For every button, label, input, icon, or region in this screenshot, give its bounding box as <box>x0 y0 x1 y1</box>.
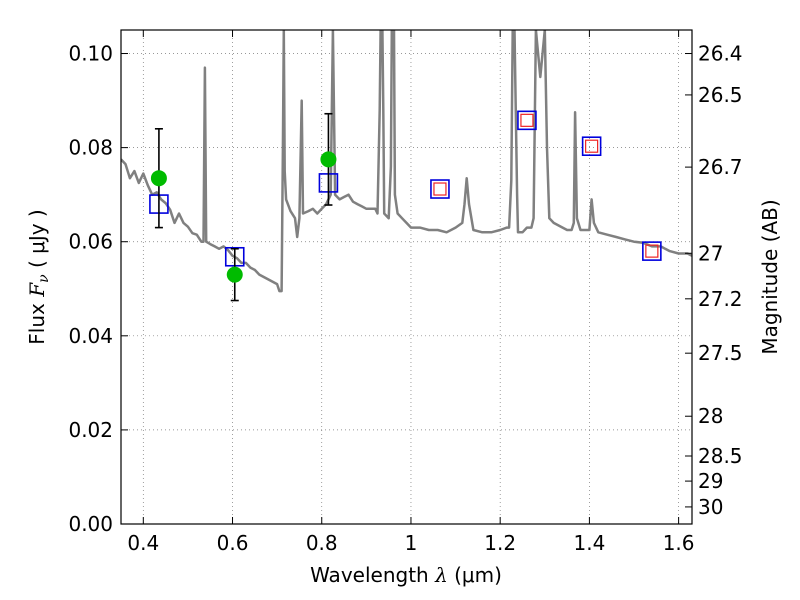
y2-axis-title: Magnitude (AB) <box>758 199 782 354</box>
model-photometry-nir-square <box>585 139 599 153</box>
observed-point <box>226 266 243 283</box>
model-photometry-square <box>430 179 450 199</box>
x-axis-title: Wavelength λ (μm) <box>310 563 502 587</box>
y-tick-label: 0.06 <box>68 230 113 254</box>
model-photometry-nir-square <box>433 182 447 196</box>
x-tick-label: 1.2 <box>484 531 516 555</box>
model-photometry-square <box>581 136 602 157</box>
y2-tick-label: 30 <box>698 495 723 519</box>
y2-tick-label: 27.2 <box>698 287 743 311</box>
markers <box>149 110 662 302</box>
model-photometry-nir-square <box>645 244 659 258</box>
plot-frame <box>120 29 693 525</box>
y-axis-title: Flux Fν ( μJy ) <box>25 209 52 344</box>
x-tick-label: 1 <box>405 531 418 555</box>
spectrum-line <box>121 30 692 293</box>
y2-tick-label: 26.5 <box>698 83 743 107</box>
y2-tick-label: 29 <box>698 469 723 493</box>
x-tick-label: 0.4 <box>127 531 159 555</box>
x-tick-label: 1.6 <box>663 531 695 555</box>
plot-area <box>121 30 692 293</box>
y2-tick-label: 28.5 <box>698 444 743 468</box>
model-photometry-square <box>642 241 662 261</box>
y-tick-label: 0.00 <box>68 512 113 536</box>
observed-point <box>320 151 337 168</box>
model-photometry-nir-square <box>520 113 534 127</box>
x-tick-label: 1.4 <box>573 531 605 555</box>
y-tick-label: 0.10 <box>68 42 113 66</box>
x-tick-label: 0.6 <box>217 531 249 555</box>
y2-tick-label: 27 <box>698 241 723 265</box>
y2-tick-label: 27.5 <box>698 341 743 365</box>
y2-tick-label: 28 <box>698 404 723 428</box>
y-tick-label: 0.04 <box>68 324 113 348</box>
grid <box>121 30 692 525</box>
model-photometry-square <box>517 110 537 131</box>
y-tick-label: 0.02 <box>68 418 113 442</box>
y2-tick-label: 26.4 <box>698 42 743 66</box>
observed-point <box>150 170 167 187</box>
ticks: 0.4 0.6 0.8 1 1.2 1.4 1.6 0.00 0.02 0.04 0.06 0.08 0… <box>68 30 743 555</box>
x-tick-label: 0.8 <box>306 531 338 555</box>
y-tick-label: 0.08 <box>68 136 113 160</box>
y2-tick-label: 26.7 <box>698 155 743 179</box>
